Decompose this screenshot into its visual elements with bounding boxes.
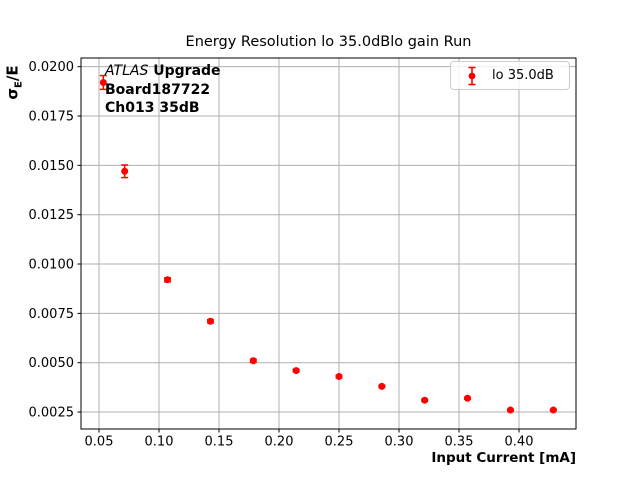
annotation-upgrade-text: Upgrade — [148, 63, 221, 79]
chart-title: Energy Resolution lo 35.0dBlo gain Run — [185, 34, 472, 50]
data-point — [292, 367, 300, 375]
data-point — [206, 317, 214, 325]
legend-label: lo 35.0dB — [492, 68, 554, 83]
data-point — [164, 276, 172, 284]
annotation-line-2: Board187722 — [105, 81, 211, 98]
data-point — [549, 406, 557, 414]
data-point — [464, 394, 472, 402]
axis-spines — [80, 57, 577, 430]
data-point — [378, 382, 386, 390]
x-tick-label: 0.05 — [85, 435, 114, 450]
data-point — [99, 78, 107, 86]
data-point — [335, 373, 343, 381]
y-axis-label: σE/E — [4, 57, 25, 109]
x-tick-label: 0.20 — [265, 435, 294, 450]
x-tick-label: 0.30 — [385, 435, 414, 450]
data-point — [421, 396, 429, 404]
legend-box: lo 35.0dB — [450, 61, 570, 90]
plot-area — [81, 58, 576, 429]
y-tick-label: 0.0075 — [29, 307, 75, 322]
y-tick-label: 0.0175 — [29, 110, 75, 125]
y-tick-label: 0.0125 — [29, 208, 75, 223]
annotation-line-3: Ch013 35dB — [105, 100, 200, 116]
y-tick-label: 0.0200 — [29, 60, 75, 75]
x-tick-label: 0.15 — [205, 435, 234, 450]
y-tick-label: 0.0100 — [29, 258, 75, 273]
y-tick-label: 0.0050 — [29, 356, 75, 371]
y-axis-label-subscript: E — [13, 81, 25, 88]
x-tick-label: 0.40 — [505, 435, 534, 450]
x-tick-label: 0.10 — [145, 435, 174, 450]
annotation-atlas-text: ATLAS — [105, 63, 149, 79]
y-axis-label-symbol: σ — [3, 87, 22, 100]
data-point — [121, 167, 129, 175]
x-tick-label: 0.35 — [445, 435, 474, 450]
data-point — [506, 406, 514, 414]
legend-errorbar-marker-icon — [468, 66, 476, 85]
x-axis-label: Input Current [mA] — [431, 450, 576, 466]
y-tick-label: 0.0150 — [29, 159, 75, 174]
annotation-line-1: ATLAS Upgrade — [105, 62, 221, 81]
annotation-block: ATLAS Upgrade Board187722 Ch013 35dB — [105, 62, 221, 118]
y-axis-label-suffix: /E — [3, 65, 22, 82]
x-tick-label: 0.25 — [325, 435, 354, 450]
data-point — [249, 357, 257, 365]
y-tick-label: 0.0025 — [29, 406, 75, 421]
